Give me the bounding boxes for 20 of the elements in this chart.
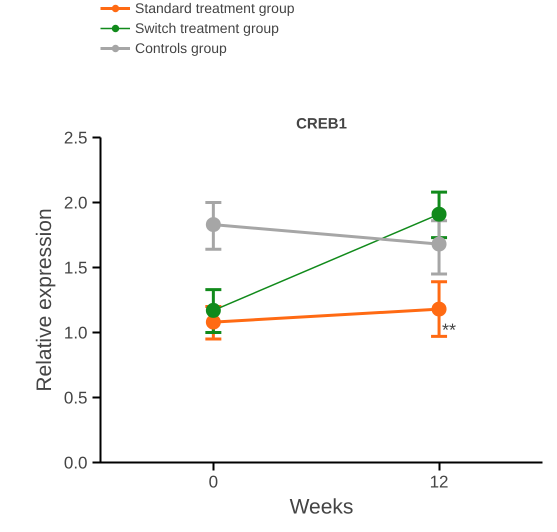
point	[432, 302, 447, 317]
y-tick-label: 2.0	[64, 194, 88, 212]
y-axis-title: Relative expression	[32, 208, 56, 392]
y-tick-label: 1.0	[64, 324, 88, 342]
annotation: **	[442, 320, 456, 340]
point	[432, 206, 447, 222]
x-axis-title: Weeks	[290, 496, 354, 518]
y-tick-label: 1.5	[64, 258, 88, 278]
x-tick-label: 12	[430, 472, 449, 492]
legend-label: Standard treatment group	[135, 0, 295, 16]
legend-label: Controls group	[135, 40, 227, 56]
chart-title: CREB1	[296, 116, 347, 132]
y-tick-label: 0.0	[64, 454, 88, 472]
point	[432, 236, 447, 252]
x-tick-label: 0	[208, 472, 218, 492]
y-tick-label: 0.5	[64, 388, 88, 408]
y-tick-label: 2.5	[64, 128, 88, 148]
legend-label: Switch treatment group	[135, 20, 279, 36]
point	[206, 302, 221, 318]
point	[206, 217, 221, 232]
